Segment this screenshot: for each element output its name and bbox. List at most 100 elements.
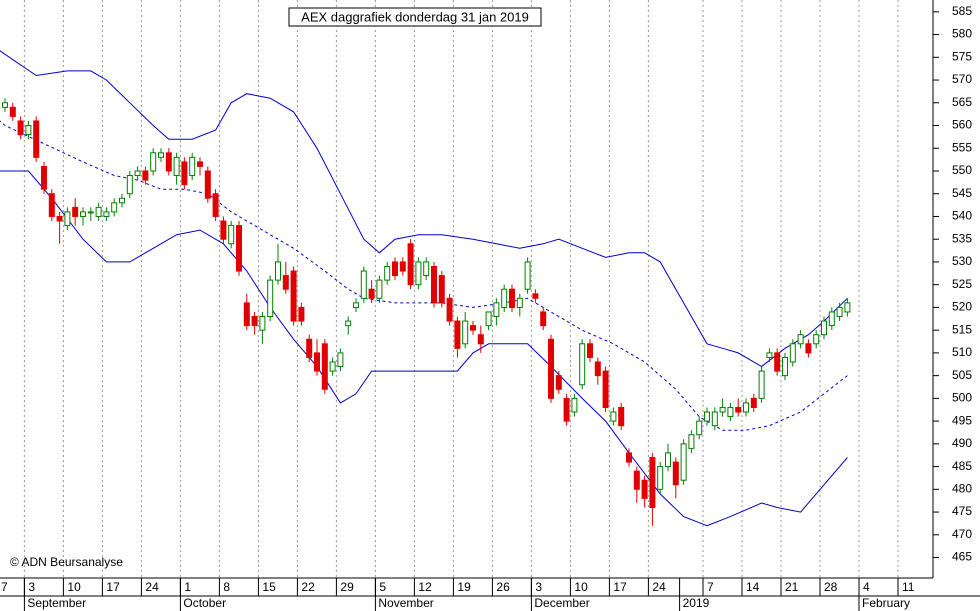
y-tick-label: 515 [952,322,972,336]
candle-body [275,261,281,281]
candle-body [571,397,578,413]
y-tick-label: 565 [952,95,972,109]
x-tick-label: 22 [301,580,315,594]
candle-body [173,156,180,177]
candle-body [548,338,554,399]
candle-body [41,165,47,190]
candle-body [532,293,539,299]
candle-body [509,288,515,308]
candle-body [282,275,289,290]
y-tick-label: 530 [952,254,972,268]
candle-body [750,397,757,408]
candle-body [321,343,328,390]
y-tick-label: 540 [952,209,972,223]
y-tick-label: 550 [952,163,972,177]
candle-body [626,452,632,463]
candle-body [485,311,492,327]
candle-body [477,334,484,345]
y-tick-label: 520 [952,300,972,314]
x-tick-label: 11 [902,580,915,594]
candle-body [337,352,344,368]
candle-body [423,261,430,277]
candle-body [181,161,188,186]
candle-body [813,334,820,345]
x-tick-label: 24 [145,580,159,594]
candle-body [727,406,734,418]
candle-body [836,306,843,318]
candle-body [103,211,110,217]
candle-body [80,211,86,217]
candle-body [618,406,625,427]
candle-body [774,352,781,372]
candle-body [314,352,320,372]
month-label: November [378,596,433,610]
candle-body [9,106,16,117]
candle-body [735,406,742,413]
month-label: September [27,596,86,610]
candle-body [493,302,500,318]
candle-body [602,370,609,408]
x-tick-label: 28 [824,580,838,594]
candle-body [399,261,406,272]
y-tick-label: 495 [952,413,972,427]
candle-body [25,125,32,136]
candle-body [844,302,851,313]
candle-body [2,102,8,108]
candle-body [236,225,242,272]
x-tick-label: 8 [223,580,230,594]
candle-body [251,316,258,327]
x-tick-label: 15 [262,580,276,594]
x-tick-label: 1 [184,580,191,594]
y-tick-label: 535 [952,231,972,245]
y-tick-label: 575 [952,49,972,63]
candle-body [438,275,445,304]
candle-body [64,211,71,227]
x-tick-label: 10 [574,580,588,594]
x-tick-label: 3 [28,580,35,594]
x-tick-label: 7 [707,580,714,594]
candle-body [516,297,523,308]
candle-body [111,202,118,213]
candle-body [212,193,219,217]
candle-body [72,206,79,217]
candle-body [672,461,679,486]
y-tick-label: 560 [952,118,972,132]
candle-body [376,279,383,299]
title-box [288,7,542,27]
x-tick-label: 12 [418,580,432,594]
month-label: October [183,596,226,610]
candle-body [95,206,102,217]
candle-body [243,302,250,327]
x-tick-label: 26 [496,580,510,594]
y-tick-label: 480 [952,481,972,495]
candle-body [797,334,804,345]
candle-body [407,243,414,286]
x-tick-label: 17 [613,580,627,594]
x-tick-label: 21 [785,580,799,594]
candle-body [641,479,648,499]
candle-body [782,356,788,377]
y-tick-label: 580 [952,27,972,41]
candle-body [501,288,508,308]
candle-body [119,197,125,204]
candle-body [665,452,671,468]
candle-body [462,320,469,345]
band-line [0,50,848,368]
candle-body [142,170,149,181]
x-tick-label: 24 [652,580,666,594]
candle-body [594,361,601,377]
candle-body [353,302,359,308]
candle-body [87,211,94,214]
x-tick-label: 3 [535,580,542,594]
candle-body [368,288,375,299]
candle-body [360,270,367,299]
y-tick-label: 470 [952,527,972,541]
candle-body [17,120,24,136]
x-tick-label: 29 [340,580,354,594]
candle-body [204,170,211,199]
copyright: © ADN Beursanalyse [10,555,123,569]
candle-body [711,411,718,427]
